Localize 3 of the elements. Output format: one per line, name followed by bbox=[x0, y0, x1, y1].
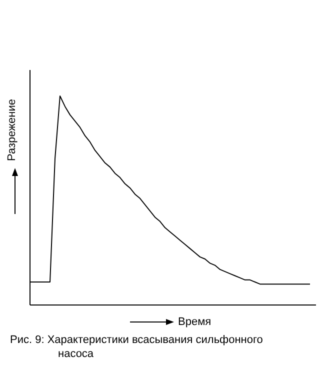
y-axis-title: Разрежение bbox=[6, 99, 18, 161]
text: Рис. 9: Характеристики всасывания сильфонного насоса bbox=[10, 333, 264, 361]
x-axis-title: Время bbox=[178, 316, 212, 328]
